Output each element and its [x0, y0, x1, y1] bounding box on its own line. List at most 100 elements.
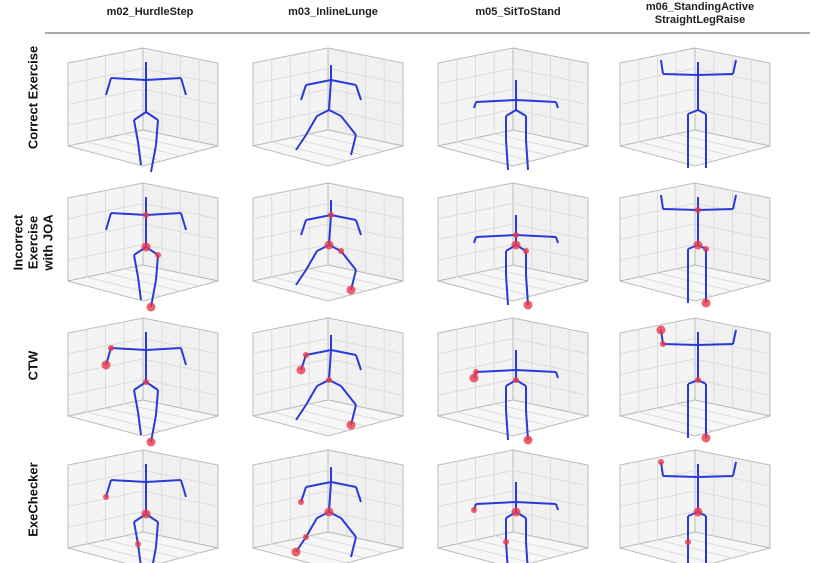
skeleton-bone	[697, 73, 734, 76]
grid-line	[271, 141, 347, 162]
skeleton-bone	[660, 194, 664, 210]
joint-highlight	[143, 212, 149, 218]
joint-highlight	[291, 547, 301, 557]
skeleton-bone	[662, 475, 699, 478]
grid-line	[638, 141, 714, 162]
skeleton-bone	[697, 343, 734, 346]
skeleton-bone	[305, 481, 332, 488]
floor	[67, 129, 219, 167]
joint-highlight	[108, 345, 114, 351]
skeleton-bone	[350, 536, 357, 558]
grid-line	[475, 272, 551, 292]
joint-highlight	[328, 212, 334, 218]
grid-line	[512, 223, 589, 240]
joint-highlight	[146, 437, 156, 447]
grid-line	[437, 244, 514, 261]
grid-line	[327, 223, 404, 240]
skeleton-bone	[155, 254, 159, 281]
grid-line	[142, 244, 219, 261]
floor	[437, 264, 589, 302]
joint-highlight	[658, 459, 664, 465]
grid-line	[437, 223, 514, 240]
grid-line	[252, 379, 329, 396]
skeleton-bone	[305, 115, 318, 136]
skeleton-bone	[105, 77, 112, 96]
skeleton-bone	[662, 208, 699, 211]
joint-highlight	[660, 341, 666, 347]
skeleton-bone	[180, 212, 187, 231]
skeleton-bone	[305, 385, 318, 406]
grid-line	[512, 88, 589, 105]
joint-highlight	[471, 507, 477, 513]
grid-line	[142, 109, 219, 126]
joint-highlight	[693, 507, 703, 517]
skeleton-bone	[330, 481, 357, 488]
joint-highlight	[303, 534, 309, 540]
skeleton-bone	[555, 236, 559, 244]
skeleton-bone	[328, 214, 332, 246]
grid-line	[512, 379, 589, 396]
skeleton-bone	[340, 115, 357, 136]
grid-line	[694, 379, 771, 396]
grid-line	[327, 244, 404, 261]
skeleton-bone	[180, 77, 187, 96]
skeleton-bone	[145, 212, 182, 216]
skeleton-bone	[150, 414, 157, 443]
grid-line	[271, 411, 347, 432]
skeleton-bone	[555, 503, 559, 511]
grid-line	[67, 511, 144, 528]
grid-line	[512, 244, 589, 261]
floor	[437, 531, 589, 563]
joint-highlight	[511, 240, 521, 250]
skeleton-bone	[505, 274, 509, 306]
grid-line	[142, 223, 219, 240]
grid-line	[105, 407, 181, 427]
joint-highlight	[701, 298, 711, 308]
grid-line	[456, 141, 532, 162]
joint-highlight	[324, 507, 334, 517]
joint-highlight	[469, 373, 479, 383]
grid-line	[619, 244, 696, 261]
joint-highlight	[298, 499, 304, 505]
grid-line	[252, 223, 329, 240]
grid-line	[619, 109, 696, 126]
joint-highlight	[695, 377, 701, 383]
skeleton-bone	[110, 347, 147, 351]
grid-line	[512, 490, 589, 507]
grid-line	[142, 511, 219, 528]
skeleton-bone	[133, 111, 147, 121]
skeleton-bone	[687, 109, 699, 115]
grid-line	[512, 358, 589, 375]
skeleton-bone	[316, 109, 330, 117]
grid-line	[327, 358, 404, 375]
grid-line	[271, 276, 347, 297]
skeleton-bone	[180, 479, 187, 498]
grid-line	[252, 244, 329, 261]
skeleton-bone	[295, 134, 307, 151]
grid-line	[105, 539, 181, 559]
skeleton-bone	[133, 254, 139, 278]
skeleton-bone	[340, 517, 357, 538]
skeleton-bone	[555, 101, 559, 109]
skeleton-bone	[305, 79, 332, 86]
grid-line	[619, 511, 696, 528]
joint-highlight	[296, 365, 306, 375]
grid-line	[657, 539, 733, 559]
grid-line	[437, 358, 514, 375]
grid-line	[475, 137, 551, 157]
grid-line	[67, 223, 144, 240]
column-header: m06_StandingActive StraightLegRaise	[645, 1, 755, 26]
grid-line	[309, 133, 385, 152]
floor	[619, 129, 771, 167]
joint-highlight	[523, 300, 533, 310]
grid-line	[252, 358, 329, 375]
grid-line	[252, 109, 329, 126]
grid-line	[67, 379, 144, 396]
grid-line	[437, 490, 514, 507]
skeleton-bone	[150, 144, 157, 173]
skeleton-bone	[473, 101, 477, 109]
skeleton-bone	[133, 119, 139, 143]
skeleton-bone	[305, 517, 318, 538]
